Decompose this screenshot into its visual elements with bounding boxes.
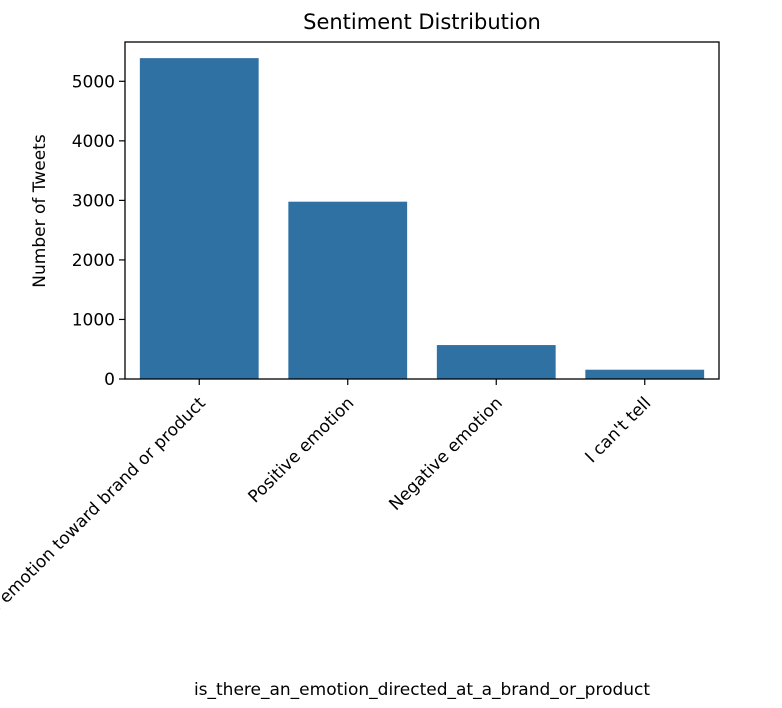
y-axis: 0 1000 2000 3000 4000 5000 [72, 72, 125, 390]
x-tick-label: Positive emotion [244, 393, 358, 507]
bar [139, 58, 259, 380]
x-tick-label: Negative emotion [385, 393, 506, 514]
plot-frame [124, 41, 720, 380]
x-tick-label: I can't tell [582, 393, 656, 467]
x-tick-label: No emotion toward brand or product [0, 393, 210, 628]
x-axis: No emotion toward brand or product Positi… [0, 379, 655, 628]
bar [288, 201, 408, 379]
bar [585, 369, 705, 379]
y-axis-label: Number of Tweets [30, 134, 50, 288]
y-tick-label: 1000 [72, 310, 115, 330]
x-axis-label: is_there_an_emotion_directed_at_a_brand_… [194, 680, 650, 700]
chart-title: Sentiment Distribution [303, 10, 541, 34]
bar [436, 345, 556, 379]
y-tick-label: 5000 [72, 72, 115, 92]
y-tick-label: 0 [104, 370, 115, 390]
y-tick-label: 3000 [72, 191, 115, 211]
bars-group [139, 58, 705, 380]
y-tick-label: 2000 [72, 251, 115, 271]
y-tick-label: 4000 [72, 132, 115, 152]
